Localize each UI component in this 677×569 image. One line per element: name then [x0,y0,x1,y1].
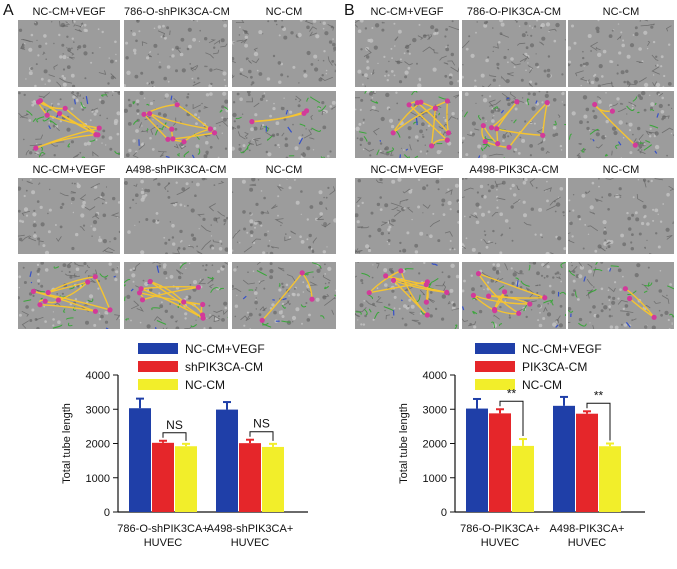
legend-swatch [138,343,178,354]
bar [152,442,174,512]
y-tick-label: 0 [104,507,110,519]
legend-swatch [475,343,515,354]
bar [599,446,621,512]
y-axis-label: Total tube length [61,403,73,484]
tube-analysis-image [124,91,228,158]
y-tick-label: 4000 [423,370,447,382]
significance-bracket [162,432,187,441]
tube-analysis-image [124,262,228,329]
panel-letter-b: B [344,2,355,19]
bar [489,413,511,512]
image-label: NC-CM+VEGF [370,164,444,176]
micrograph-image [124,20,228,87]
tube-analysis-image [18,262,120,329]
significance-label: ** [507,386,517,400]
micrograph-image [18,178,120,254]
y-tick-label: 1000 [86,473,110,485]
y-axis-label: Total tube length [398,403,410,484]
bar [512,445,534,512]
bar [576,413,598,512]
y-tick-label: 0 [441,507,447,519]
bar [175,446,197,512]
bar [129,408,151,512]
image-label: NC-CM [265,6,303,18]
bar-chart-b: NC-CM+VEGF PIK3CA-CM NC-CM 0 1000 2000 3000 400… [398,342,645,549]
y-tick-label: 2000 [86,439,110,451]
significance-bracket [249,431,274,441]
micrograph-image [355,178,459,254]
panel-letter-a: A [3,2,14,19]
tube-analysis-image [355,262,459,329]
x-tick-label: A498-PIK3CA+ [550,523,625,535]
x-tick-label: 786-O-PIK3CA+ [460,523,540,535]
bar [466,408,488,512]
image-label: NC-CM [602,6,640,18]
image-label: 786-O-PIK3CA-CM [466,6,562,18]
legend-label: NC-CM+VEGF [522,342,602,356]
legend-swatch [138,379,178,390]
image-label: NC-CM+VEGF [32,6,106,18]
image-label: NC-CM+VEGF [32,164,106,176]
image-label: A498-shPIK3CA-CM [125,164,227,176]
y-tick-label: 3000 [86,404,110,416]
micrograph-image [18,20,120,87]
significance-bracket [499,400,524,437]
micrograph-image [355,20,459,87]
y-tick-label: 1000 [423,473,447,485]
x-tick-label: 786-O-shPIK3CA+ [117,523,208,535]
y-tick-label: 2000 [423,439,447,451]
micrograph-image [232,20,336,87]
significance-label: NS [253,417,270,431]
tube-analysis-image [462,262,566,329]
micrograph-image [462,178,566,254]
bar [239,443,261,512]
legend-swatch [475,361,515,372]
x-tick-label: A498-shPIK3CA+ [207,523,294,535]
x-tick-label: HUVEC [144,537,183,549]
micrograph-image [124,178,228,254]
significance-label: ** [594,388,604,402]
tube-analysis-image [462,91,566,158]
micrograph-image [462,20,566,87]
micrograph-image [568,178,674,254]
x-tick-label: HUVEC [231,537,270,549]
significance-bracket [586,402,611,441]
x-tick-label: HUVEC [481,537,520,549]
image-label: A498-PIK3CA-CM [469,164,559,176]
tube-analysis-image [232,262,336,329]
bar [262,446,284,512]
legend-label: shPIK3CA-CM [185,360,263,374]
legend-label: NC-CM [522,378,562,392]
x-tick-label: HUVEC [568,537,607,549]
legend-swatch [138,361,178,372]
tube-analysis-image [568,91,674,158]
tube-analysis-image [232,91,336,158]
micrograph-image [568,20,674,87]
image-label: NC-CM+VEGF [370,6,444,18]
tube-analysis-image [18,91,120,158]
micrograph-image [232,178,336,254]
bar-chart-a: NC-CM+VEGF shPIK3CA-CM NC-CM 0 1000 2000 3000 4… [61,342,308,549]
y-tick-label: 3000 [423,404,447,416]
legend-swatch [475,379,515,390]
legend-label: NC-CM+VEGF [185,342,265,356]
legend-label: NC-CM [185,378,225,392]
significance-label: NS [166,418,183,432]
bar [553,405,575,512]
bar [216,409,238,512]
image-label: 786-O-shPIK3CA-CM [124,6,230,18]
y-tick-label: 4000 [86,370,110,382]
tube-analysis-image [355,91,459,158]
image-label: NC-CM [602,164,640,176]
legend-label: PIK3CA-CM [522,360,587,374]
tube-analysis-image [568,262,674,329]
image-label: NC-CM [265,164,303,176]
